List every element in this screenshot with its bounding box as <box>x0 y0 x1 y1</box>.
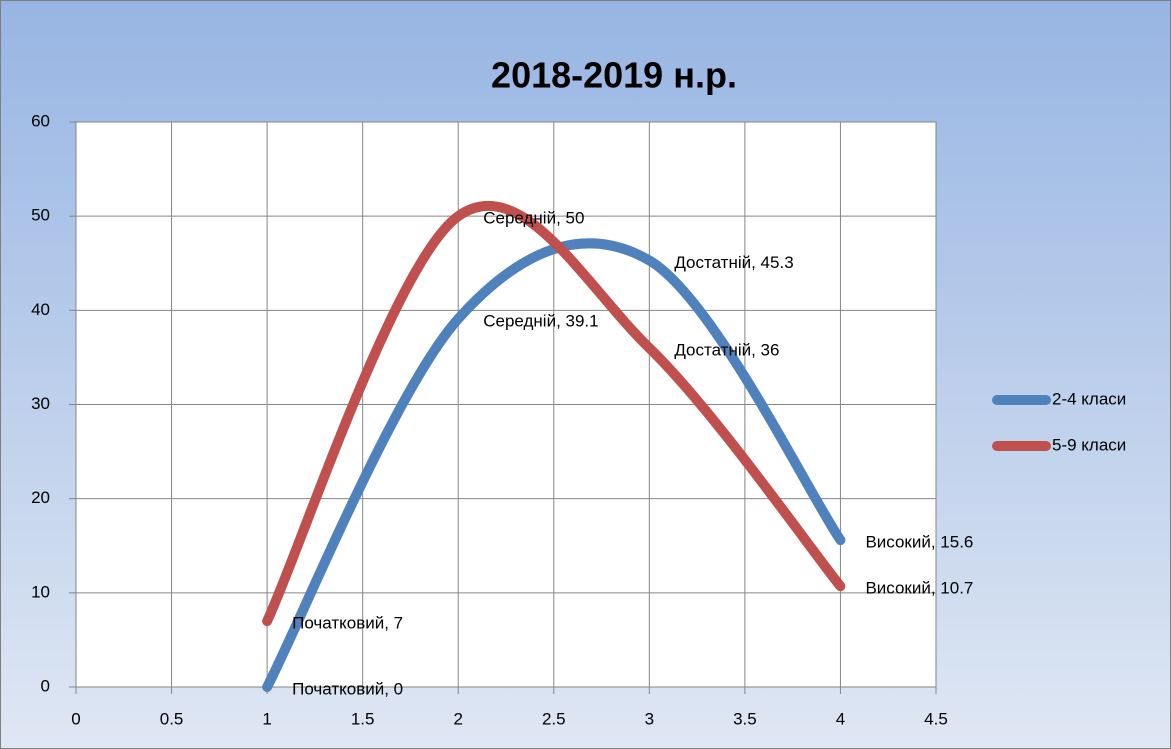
data-label: Середній, 39.1 <box>483 311 598 330</box>
data-label: Середній, 50 <box>483 209 584 228</box>
x-tick-label: 3.5 <box>733 709 757 728</box>
legend-label: 5-9 класи <box>1052 435 1126 454</box>
legend-label: 2-4 класи <box>1052 389 1126 408</box>
x-tick-label: 3 <box>645 709 654 728</box>
x-tick-label: 0.5 <box>160 709 184 728</box>
x-tick-label: 4 <box>836 709 845 728</box>
x-tick-label: 2 <box>453 709 462 728</box>
y-tick-label: 20 <box>31 488 50 507</box>
y-tick-label: 60 <box>31 111 50 130</box>
data-label: Достатній, 45.3 <box>674 253 793 272</box>
y-tick-label: 0 <box>41 676 50 695</box>
plot-border <box>75 121 937 688</box>
x-tick-label: 2.5 <box>542 709 566 728</box>
x-tick-label: 0 <box>71 709 80 728</box>
series-line <box>262 238 846 692</box>
series-line <box>262 200 846 627</box>
chart-title: 2018-2019 н.р. <box>491 55 737 96</box>
x-tick-label: 1.5 <box>351 709 375 728</box>
data-label: Початковий, 7 <box>292 614 403 633</box>
y-tick-label: 30 <box>31 394 50 413</box>
y-tick-label: 40 <box>31 300 50 319</box>
y-tick-label: 10 <box>31 582 50 601</box>
y-tick-label: 50 <box>31 206 50 225</box>
data-label: Початковий, 0 <box>292 679 403 698</box>
x-tick-label: 1 <box>262 709 271 728</box>
data-label: Високий, 10.7 <box>865 579 973 598</box>
data-label: Високий, 15.6 <box>865 533 973 552</box>
data-label: Достатній, 36 <box>674 340 779 359</box>
x-tick-label: 4.5 <box>924 709 948 728</box>
